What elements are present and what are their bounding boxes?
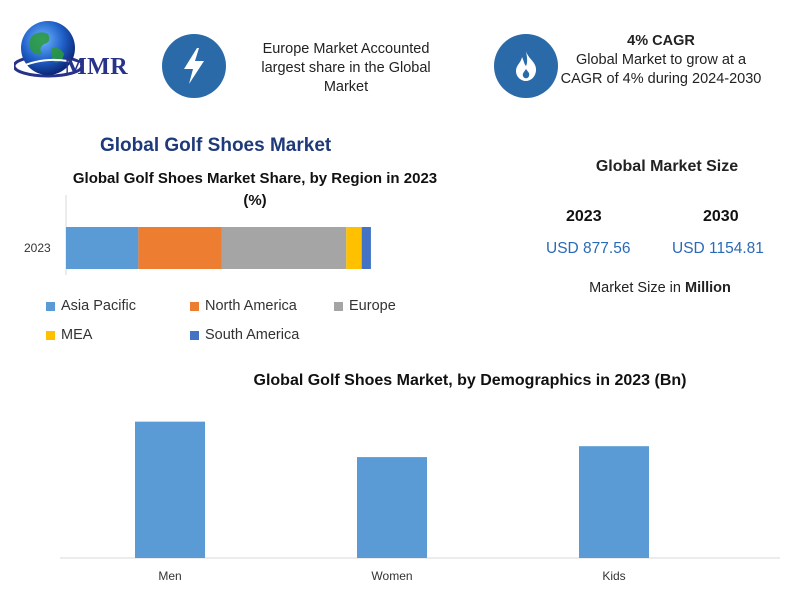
cagr-block: 4% CAGR Global Market to grow at a CAGR … xyxy=(556,32,766,89)
legend-swatch xyxy=(46,301,55,311)
mmr-logo: MMR xyxy=(14,18,144,88)
legend-label: Europe xyxy=(349,298,396,314)
region-bar-segment-south-america xyxy=(361,227,371,269)
legend-swatch xyxy=(334,301,343,311)
legend-item-asia-pacific: Asia Pacific xyxy=(46,298,136,314)
legend-label: Asia Pacific xyxy=(61,298,136,314)
legend-item-europe: Europe xyxy=(334,298,396,314)
globe-icon xyxy=(14,21,84,78)
europe-share-note: Europe Market Accounted largest share in… xyxy=(261,41,431,95)
demographics-chart: Men Women Kids xyxy=(60,421,780,583)
legend-label: North America xyxy=(205,298,297,314)
flame-icon xyxy=(494,34,558,98)
market-size-unit-bold: Million xyxy=(684,280,731,296)
market-size-title: Global Market Size xyxy=(595,158,739,175)
market-size-unit: Market Size in Million xyxy=(560,280,760,296)
legend-swatch xyxy=(190,301,199,311)
market-size-value-2030: USD 1154.81 xyxy=(672,240,764,257)
region-bar-segment-asia-pacific xyxy=(66,227,139,269)
cagr-text: Global Market to grow at a CAGR of 4% du… xyxy=(560,52,762,87)
demographics-bar-kids xyxy=(579,446,649,558)
region-share-chart: 2023 xyxy=(24,195,371,275)
region-chart-title: Global Golf Shoes Market Share, by Regio… xyxy=(72,170,438,209)
market-size-value-2023: USD 877.56 xyxy=(546,240,631,257)
demographics-bar-men xyxy=(135,421,205,558)
region-bar-segment-north-america xyxy=(138,227,222,269)
demographics-category-label: Men xyxy=(158,569,181,583)
demographics-chart-title: Global Golf Shoes Market, by Demographic… xyxy=(253,372,687,389)
demographics-bar-women xyxy=(357,457,427,558)
demographics-category-label: Kids xyxy=(602,569,625,583)
region-bar-segment-mea xyxy=(346,227,362,269)
demographics-category-label: Women xyxy=(371,569,412,583)
legend-item-mea: MEA xyxy=(46,327,92,343)
cagr-title: 4% CAGR xyxy=(627,33,695,49)
legend-swatch xyxy=(190,330,199,340)
legend-item-south-america: South America xyxy=(190,327,299,343)
page-title: Global Golf Shoes Market xyxy=(100,135,332,156)
lightning-bolt-icon xyxy=(162,34,226,98)
logo-text: MMR xyxy=(64,54,129,80)
region-bar-segment-europe xyxy=(221,227,347,269)
market-size-year-2023: 2023 xyxy=(566,208,602,225)
legend-label: MEA xyxy=(61,327,93,343)
market-size-year-2030: 2030 xyxy=(703,208,739,225)
legend-label: South America xyxy=(205,327,300,343)
legend-item-north-america: North America xyxy=(190,298,297,314)
market-size-unit-prefix: Market Size in xyxy=(589,280,681,296)
region-category-label: 2023 xyxy=(24,241,51,255)
legend-swatch xyxy=(46,330,55,340)
